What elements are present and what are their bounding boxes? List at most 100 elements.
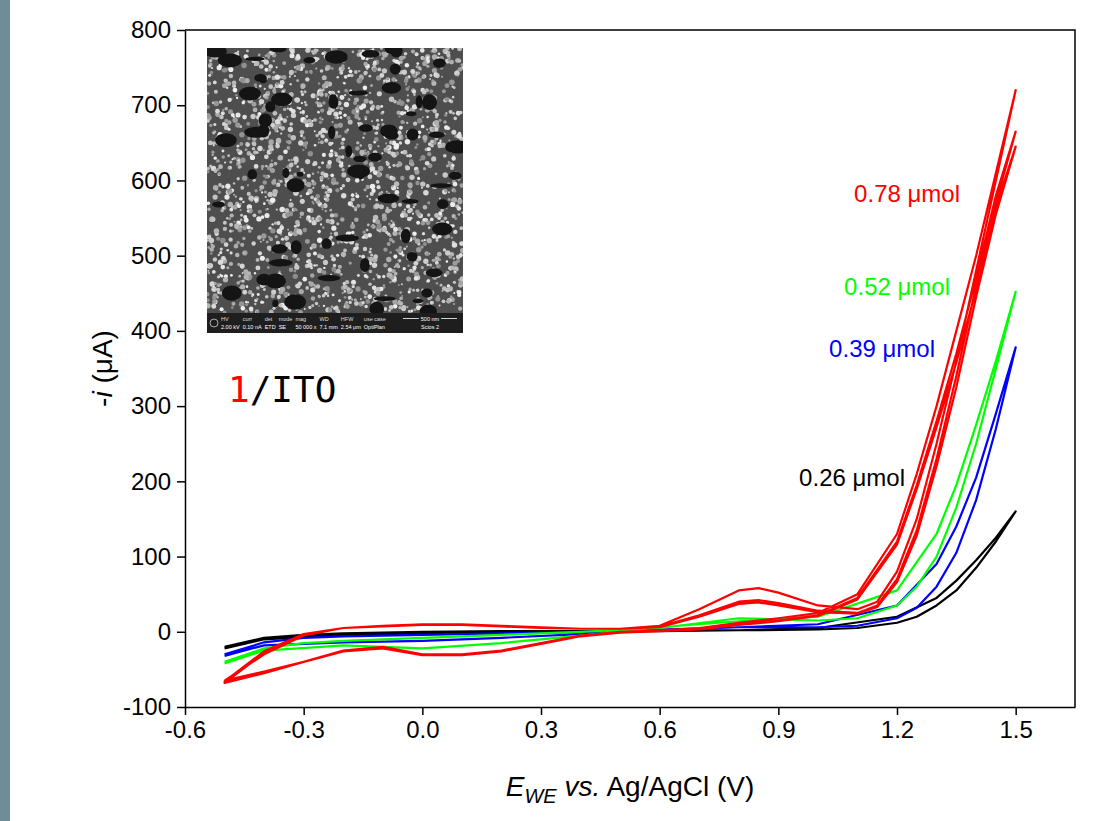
tick: 0.9: [762, 707, 795, 743]
sem-particle: [276, 138, 281, 143]
sem-particle: [408, 86, 410, 88]
sem-particle: [238, 161, 241, 164]
sem-particle: [228, 128, 231, 131]
sem-particle: [239, 301, 245, 307]
sem-particle: [266, 91, 270, 95]
sem-particle: [411, 88, 416, 93]
sem-particle: [405, 76, 409, 80]
sem-particle: [359, 106, 363, 110]
sem-particle: [233, 221, 235, 223]
sem-particle: [281, 237, 284, 240]
sem-particle: [229, 191, 232, 194]
sem-particle: [324, 138, 328, 142]
sem-particle: [284, 236, 289, 241]
sem-particle: [338, 265, 342, 269]
sem-particle: [272, 189, 278, 195]
sem-particle: [322, 226, 325, 229]
sem-particle: [415, 52, 419, 56]
sem-particle: [369, 100, 373, 104]
sem-particle: [436, 282, 439, 285]
sem-particle: [453, 182, 458, 187]
tick-mark: [177, 105, 185, 107]
sem-particle: [344, 290, 347, 293]
sem-particle: [435, 256, 440, 261]
sem-particle: [228, 166, 232, 170]
sem-particle: [258, 251, 262, 255]
sem-particle: [423, 232, 425, 234]
y-axis: -1000100200300400500600700800: [123, 16, 186, 720]
sem-particle: [248, 230, 251, 233]
sem-particle: [256, 216, 261, 221]
sem-particle: [413, 122, 417, 126]
sem-particle: [356, 110, 358, 112]
sem-particle: [394, 143, 399, 148]
series-label: 0.39 μmol: [829, 335, 935, 362]
sem-particle: [313, 118, 316, 121]
sem-particle: [383, 80, 386, 83]
sem-particle: [354, 301, 359, 306]
sem-particle: [376, 291, 381, 296]
sem-particle: [431, 79, 434, 82]
sem-particle: [229, 238, 233, 242]
sem-particle: [241, 279, 244, 282]
sem-particle: [308, 306, 311, 309]
sem-particle: [223, 227, 227, 231]
sem-particle: [300, 195, 303, 198]
sem-particle: [305, 48, 310, 53]
sem-particle: [293, 274, 298, 279]
sem-particle: [453, 230, 457, 234]
sem-particle: [211, 67, 213, 69]
sem-particle: [320, 108, 324, 112]
sem-particle: [460, 183, 463, 187]
sem-particle: [412, 289, 415, 292]
sem-particle: [207, 92, 209, 95]
sem-particle: [321, 208, 323, 210]
tick-label: 1.2: [881, 716, 914, 743]
sem-particle: [269, 163, 273, 167]
sem-particle: [283, 118, 288, 123]
sem-particle: [254, 198, 258, 202]
sem-particle: [406, 154, 409, 157]
sem-particle: [221, 155, 225, 159]
sem-particle: [399, 141, 402, 144]
sem-particle: [415, 181, 419, 185]
sem-particle: [209, 247, 213, 251]
sem-particle: [453, 303, 455, 305]
axis-line: [185, 31, 187, 708]
sem-particle: [318, 295, 320, 297]
sem-particle: [436, 265, 440, 269]
sem-particle: [216, 159, 219, 162]
sem-particle: [341, 252, 346, 257]
sem-particle: [213, 195, 218, 200]
sem-particle: [238, 150, 243, 155]
sem-particle: [357, 274, 360, 277]
sem-particle: [339, 161, 342, 164]
sem-particle: [212, 101, 214, 103]
sem-particle: [336, 182, 339, 185]
sem-particle: [342, 184, 345, 187]
sem-particle: [300, 134, 303, 137]
sem-particle: [233, 194, 235, 196]
sem-particle: [346, 116, 350, 120]
sem-particle: [329, 235, 333, 239]
tick-mark: [177, 556, 185, 558]
sem-particle: [213, 123, 216, 126]
sem-particle: [451, 214, 455, 218]
sem-particle: [348, 202, 351, 205]
sem-particle: [289, 83, 291, 85]
sem-particle: [322, 118, 324, 120]
sem-particle: [336, 269, 341, 274]
sem-particle: [335, 131, 338, 134]
sem-particle: [213, 80, 217, 84]
sem-particle: [265, 213, 270, 218]
sem-pore: [284, 294, 306, 309]
sem-particle: [364, 295, 367, 298]
sem-particle: [238, 275, 241, 278]
sem-particle: [381, 119, 383, 121]
sem-particle: [334, 124, 339, 129]
sem-particle: [209, 216, 214, 221]
sem-particle: [393, 100, 397, 104]
sem-particle: [288, 231, 293, 236]
sem-particle: [259, 99, 264, 104]
sem-particle: [254, 196, 259, 201]
